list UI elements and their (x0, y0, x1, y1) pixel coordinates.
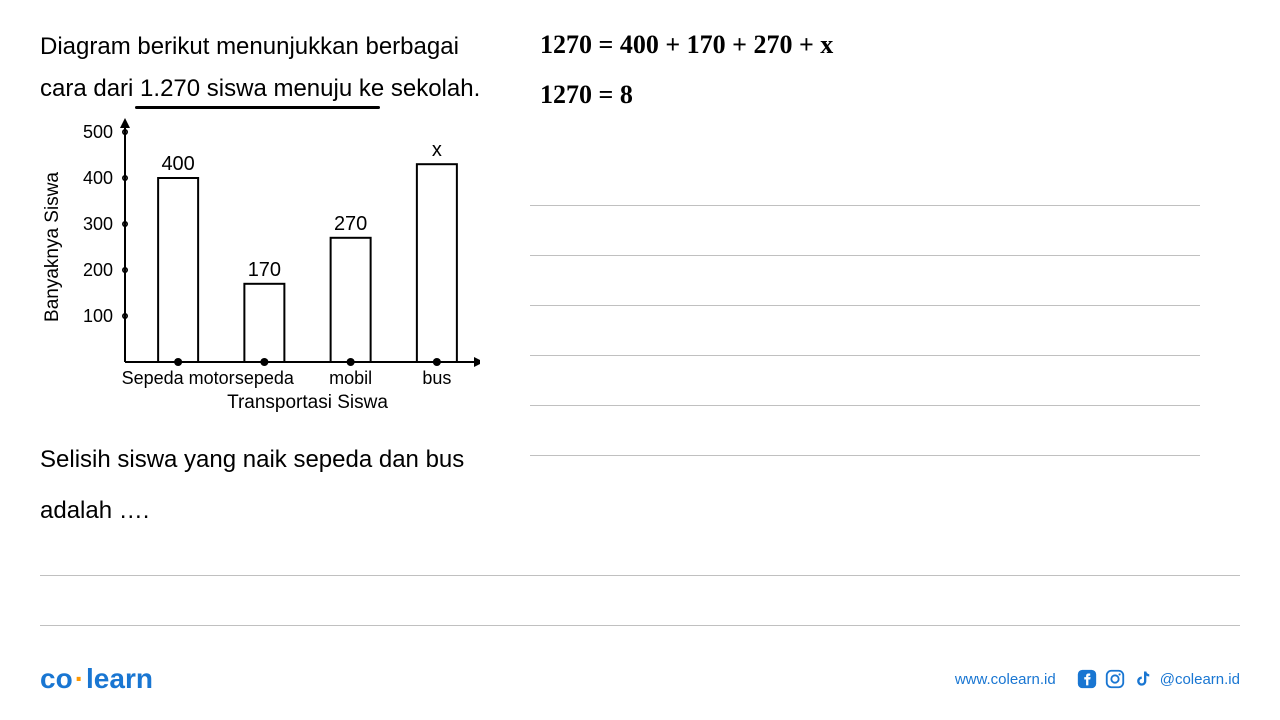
full-ruled-lines (40, 575, 1240, 675)
svg-text:Transportasi Siswa: Transportasi Siswa (227, 392, 388, 413)
highlighted-number: 1.270 (140, 72, 200, 106)
instagram-icon (1104, 668, 1126, 690)
svg-text:Banyaknya Siswa: Banyaknya Siswa (42, 172, 63, 322)
website-url: www.colearn.id (955, 671, 1056, 688)
svg-text:100: 100 (83, 306, 113, 326)
question-line-1: Selisih siswa yang naik sepeda dan bus (40, 442, 500, 478)
svg-text:bus: bus (422, 368, 451, 388)
question-line-2: adalah …. (40, 493, 500, 529)
svg-text:500: 500 (83, 122, 113, 142)
svg-text:270: 270 (334, 213, 367, 235)
problem-line-2: cara dari 1.270 siswa menuju ke sekolah. (40, 72, 500, 106)
svg-text:x: x (432, 139, 442, 161)
problem-panel: Diagram berikut menunjukkan berbagai car… (40, 30, 500, 529)
bar-chart: Banyaknya Siswa 100 200 300 400 500 400 Sepeda … (40, 117, 480, 427)
workspace-panel: 1270 = 400 + 170 + 270 + x 1270 = 8 (530, 30, 1240, 529)
ruled-lines (530, 205, 1200, 505)
handwritten-equation-2: 1270 = 8 (540, 80, 633, 110)
footer-right: www.colearn.id @colearn.id (955, 668, 1240, 690)
social-handle: @colearn.id (1160, 671, 1240, 688)
tiktok-icon (1132, 668, 1154, 690)
svg-text:sepeda: sepeda (235, 368, 295, 388)
logo: co·learn (40, 663, 153, 695)
logo-learn: learn (86, 663, 153, 694)
svg-text:400: 400 (161, 153, 194, 175)
social-icons: @colearn.id (1076, 668, 1240, 690)
svg-text:mobil: mobil (329, 368, 372, 388)
svg-text:300: 300 (83, 214, 113, 234)
svg-text:400: 400 (83, 168, 113, 188)
svg-text:170: 170 (248, 259, 281, 281)
svg-text:200: 200 (83, 260, 113, 280)
logo-dot: · (75, 663, 84, 694)
handwritten-equation-1: 1270 = 400 + 170 + 270 + x (540, 30, 833, 60)
svg-text:Sepeda motor: Sepeda motor (122, 368, 235, 388)
footer: co·learn www.colearn.id @colearn.id (40, 663, 1240, 695)
facebook-icon (1076, 668, 1098, 690)
problem-line-1: Diagram berikut menunjukkan berbagai (40, 30, 500, 64)
logo-co: co (40, 663, 73, 694)
